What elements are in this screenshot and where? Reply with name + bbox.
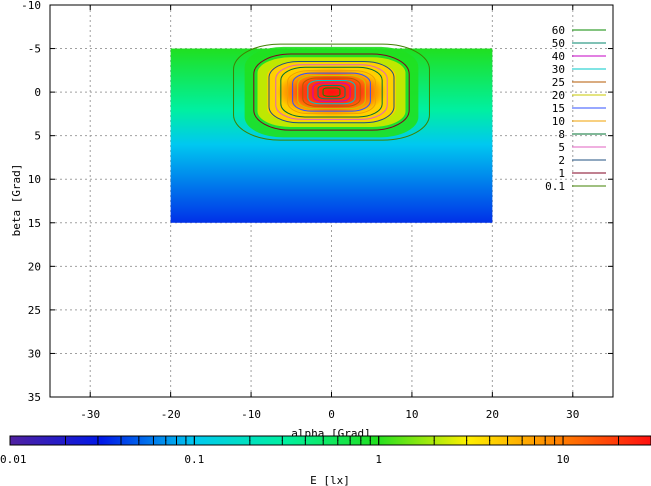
y-tick-label: 35	[28, 391, 41, 404]
legend-label: 8	[558, 128, 565, 141]
heatmap-field	[170, 46, 493, 223]
contour-line	[253, 53, 410, 131]
y-tick-label: 20	[28, 260, 41, 273]
x-tick-label: -10	[241, 408, 261, 421]
legend-label: 10	[552, 115, 565, 128]
heatmap-band	[276, 67, 387, 117]
contour-line	[317, 84, 346, 100]
x-tick-label: -30	[80, 408, 100, 421]
contour-line	[280, 66, 383, 118]
y-tick-label: -10	[21, 0, 41, 12]
y-tick-label: 5	[34, 130, 41, 143]
x-tick-label: 10	[405, 408, 418, 421]
colorbar-tick-label: 0.1	[184, 453, 204, 466]
colorbar-ticks: 0.01 0.1 1 10	[0, 436, 651, 466]
contour-line	[275, 64, 388, 120]
legend-label: 20	[552, 89, 565, 102]
x-tick-label: 30	[566, 408, 579, 421]
y-tick-label: 10	[28, 173, 41, 186]
contour-line	[297, 75, 366, 110]
y-tick-label: 0	[34, 86, 41, 99]
legend-label: 2	[558, 154, 565, 167]
contour-line	[307, 80, 356, 105]
y-tick-label: 15	[28, 217, 41, 230]
legend-label: 15	[552, 102, 565, 115]
contour-lines	[233, 43, 430, 141]
x-axis-ticks: -30 -20 -10 0 10 20 30	[80, 5, 579, 421]
y-tick-label: -5	[28, 43, 41, 56]
colorbar-tick-label: 10	[556, 453, 569, 466]
legend-label: 0.1	[545, 180, 565, 193]
y-axis-title: beta [Grad]	[10, 164, 23, 237]
legend-label: 40	[552, 50, 565, 63]
legend-label: 30	[552, 63, 565, 76]
contour-line	[287, 70, 376, 115]
contour-line	[268, 60, 395, 124]
y-tick-label: 30	[28, 347, 41, 360]
colorbar-tick-label: 0.01	[0, 453, 27, 466]
x-tick-label: 20	[486, 408, 499, 421]
x-tick-label: -20	[161, 408, 181, 421]
contour-line	[322, 87, 341, 97]
legend-label: 1	[558, 167, 565, 180]
y-tick-label: 25	[28, 304, 41, 317]
legend-label: 5	[558, 141, 565, 154]
colorbar-title: E [lx]	[310, 474, 350, 486]
x-tick-label: 0	[328, 408, 335, 421]
contour-line	[292, 72, 371, 112]
legend-label: 60	[552, 24, 565, 37]
legend-label: 25	[552, 76, 565, 89]
contour-line	[312, 82, 351, 102]
colorbar-tick-label: 1	[375, 453, 382, 466]
contour-line	[302, 77, 361, 107]
legend-label: 50	[552, 37, 565, 50]
contour-line	[233, 43, 430, 141]
